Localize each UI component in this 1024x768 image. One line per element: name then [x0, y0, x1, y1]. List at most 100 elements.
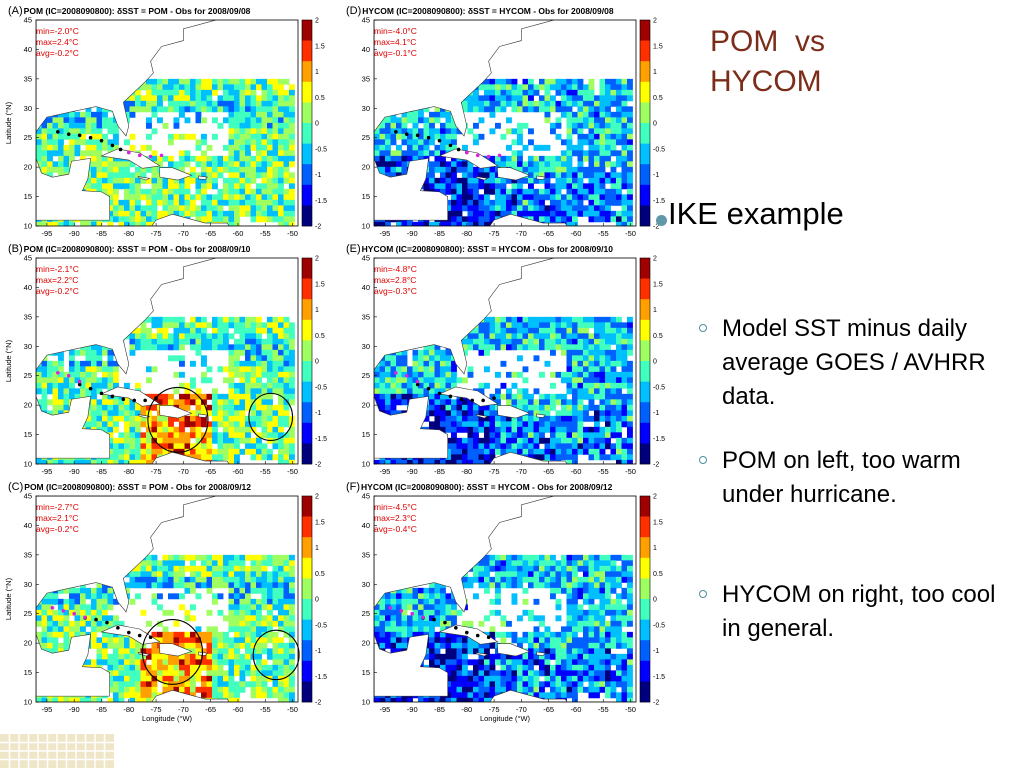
- colorbar-segment: [302, 660, 312, 682]
- colorbar-segment: [302, 278, 312, 300]
- plot-frame: [373, 495, 637, 703]
- panel-a: -95 -90 -85 -80 -75 -70 -65 -60 -55 -50 45 40 35 30 25…: [2, 5, 342, 244]
- colorbar-tick-label: 1.5: [315, 43, 325, 50]
- colorbar-segment: [640, 619, 650, 641]
- x-tick-label: -80: [123, 229, 134, 238]
- x-tick-label: -90: [69, 705, 80, 714]
- colorbar-tick-label: 0.5: [315, 333, 325, 340]
- y-tick-label: 10: [24, 698, 32, 707]
- y-tick-label: 30: [362, 580, 370, 589]
- stat-min: min=-2.7°C: [36, 502, 79, 512]
- colorbar-segment: [640, 516, 650, 538]
- colorbar-segment: [302, 258, 312, 279]
- ring-bullet-icon: [699, 590, 707, 598]
- colorbar-segment: [302, 619, 312, 641]
- colorbar-segment: [302, 102, 312, 124]
- x-tick-label: -50: [287, 467, 298, 476]
- y-tick-label: 15: [24, 668, 32, 677]
- x-tick-label: -55: [598, 229, 609, 238]
- decorative-tile-pattern: [0, 734, 114, 768]
- y-tick-label: 15: [362, 192, 370, 201]
- sst-map-svg: -95 -90 -85 -80 -75 -70 -65 -60 -55 -50 45 40 35 30 25…: [4, 16, 327, 239]
- colorbar-tick-label: -1: [315, 410, 321, 417]
- colorbar-tick-label: 0.5: [653, 571, 663, 578]
- colorbar-segment: [302, 123, 312, 144]
- x-tick-label: -60: [233, 229, 244, 238]
- colorbar-segment: [640, 319, 650, 341]
- x-tick-label: -85: [96, 229, 107, 238]
- sub-bullet-3-text: HYCOM on right, too cool in general.: [722, 581, 996, 642]
- y-tick-label: 25: [24, 371, 32, 380]
- panel-stats: min=-2.0°C max=2.4°C avg=-0.2°C: [36, 26, 79, 59]
- sst-map-svg: -95 -90 -85 -80 -75 -70 -65 -60 -55 -50 45 40 35 30 25…: [362, 492, 666, 724]
- hurricane-track: [394, 130, 502, 159]
- colorbar-segment: [302, 557, 312, 579]
- colorbar-tick-label: 2: [315, 256, 319, 263]
- colorbar-tick-label: 2: [653, 18, 657, 25]
- y-tick-label: 20: [24, 639, 32, 648]
- x-tick-label: -75: [489, 229, 500, 238]
- sst-map-svg: -95 -90 -85 -80 -75 -70 -65 -60 -55 -50 45 40 35 30 25…: [362, 16, 666, 239]
- hurricane-track: [50, 606, 153, 640]
- y-tick-label: 15: [362, 668, 370, 677]
- coastline: [36, 496, 298, 702]
- x-tick-label: -85: [434, 467, 445, 476]
- ring-bullet-icon: [699, 456, 707, 464]
- colorbar-tick-label: -2: [315, 224, 321, 231]
- x-tick-label: -95: [379, 229, 390, 238]
- y-tick-label: 20: [24, 163, 32, 172]
- x-tick-label: -95: [379, 467, 390, 476]
- y-tick-label: 40: [362, 521, 370, 530]
- colorbar-tick-label: -1: [653, 410, 659, 417]
- y-tick-label: 25: [362, 609, 370, 618]
- colorbar-segment: [640, 184, 650, 206]
- colorbar-segment: [302, 61, 312, 83]
- x-tick-label: -60: [233, 705, 244, 714]
- y-tick-label: 35: [24, 74, 32, 83]
- panel-letter: (B): [8, 243, 23, 255]
- colorbar-segment: [302, 422, 312, 444]
- x-tick-label: -65: [543, 229, 554, 238]
- colorbar-tick-label: 0: [653, 359, 657, 366]
- y-tick-label: 40: [362, 283, 370, 292]
- x-tick-label: -75: [151, 467, 162, 476]
- panel-stats: min=-4.0°C max=4.1°C avg=-0.1°C: [374, 26, 417, 59]
- stat-avg: avg=-0.3°C: [374, 286, 417, 296]
- y-tick-label: 35: [362, 550, 370, 559]
- panel-title: (A)POM (IC=2008090800): δSST = POM - Obs…: [8, 5, 250, 17]
- sub-bullet-1: Model SST minus daily average GOES / AVH…: [699, 312, 1007, 414]
- colorbar-tick-label: 2: [653, 256, 657, 263]
- x-tick-label: -55: [260, 705, 271, 714]
- y-tick-label: 35: [362, 74, 370, 83]
- colorbar-segment: [302, 40, 312, 62]
- stat-min: min=-2.1°C: [36, 264, 79, 274]
- colorbar-segment: [640, 402, 650, 424]
- colorbar-tick-label: -1.5: [653, 436, 665, 443]
- colorbar-tick-label: 2: [315, 18, 319, 25]
- hurricane-track: [388, 606, 491, 640]
- colorbar-tick-label: 1.5: [315, 519, 325, 526]
- colorbar-tick-label: 0: [653, 121, 657, 128]
- panel-stats: min=-4.8°C max=2.8°C avg=-0.3°C: [374, 264, 417, 297]
- panel-title: (D)HYCOM (IC=2008090800): δSST = HYCOM -…: [346, 5, 614, 17]
- y-tick-label: 20: [362, 639, 370, 648]
- colorbar-segment: [302, 143, 312, 165]
- bullet-main: IKE example: [656, 196, 1008, 232]
- y-tick-label: 15: [362, 430, 370, 439]
- panel-letter: (D): [346, 5, 362, 17]
- highlight-circle: [141, 619, 204, 685]
- colorbar-tick-label: -1.5: [315, 436, 327, 443]
- stat-max: max=2.8°C: [374, 275, 417, 285]
- y-tick-label: 30: [362, 104, 370, 113]
- y-tick-label: 40: [362, 45, 370, 54]
- panel-title: (E)HYCOM (IC=2008090800): δSST = HYCOM -…: [346, 243, 613, 255]
- y-tick-label: 15: [24, 430, 32, 439]
- colorbar-segment: [640, 422, 650, 444]
- x-tick-label: -95: [41, 229, 52, 238]
- sst-map-svg: -95 -90 -85 -80 -75 -70 -65 -60 -55 -50 45 40 35 30 25…: [4, 254, 327, 477]
- x-tick-label: -90: [69, 467, 80, 476]
- colorbar-segment: [640, 299, 650, 321]
- colorbar-segment: [640, 361, 650, 382]
- stat-max: max=4.1°C: [374, 37, 417, 47]
- colorbar-tick-label: 0: [653, 597, 657, 604]
